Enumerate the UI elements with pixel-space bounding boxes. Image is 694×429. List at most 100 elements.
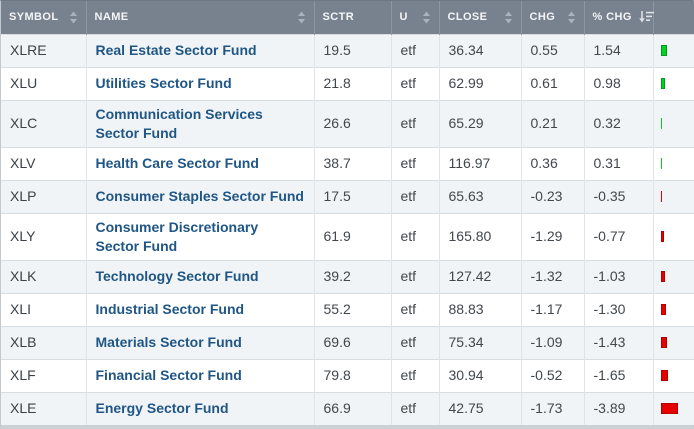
column-label: SYMBOL — [9, 11, 59, 24]
mini-chart-cell — [653, 179, 694, 213]
name-cell: Consumer Discretionary Sector Fund — [86, 212, 315, 260]
pct-change-bar — [660, 118, 662, 129]
column-header-sctr[interactable]: SCTR — [314, 1, 392, 34]
header-row: SYMBOL NAME SCTR U CLOSE CHG % CHG — [1, 1, 694, 34]
fund-name-link[interactable]: Utilities Sector Fund — [95, 75, 232, 91]
mini-chart-cell — [653, 325, 694, 359]
name-cell: Communication Services Sector Fund — [86, 99, 315, 147]
sctr-cell: 69.6 — [314, 325, 392, 359]
mini-chart-cell — [653, 259, 694, 293]
table-row: XLP Consumer Staples Sector Fund 17.5 etf 65… — [1, 179, 694, 213]
sort-both-icon[interactable] — [297, 11, 306, 24]
column-header-chg[interactable]: CHG — [521, 1, 585, 34]
symbol-cell: XLY — [1, 212, 87, 260]
close-cell: 116.97 — [439, 146, 522, 180]
u-cell: etf — [391, 146, 440, 180]
u-cell: etf — [391, 212, 440, 260]
fund-name-link[interactable]: Industrial Sector Fund — [95, 301, 245, 317]
chg-cell: -0.52 — [521, 358, 585, 392]
column-header-close[interactable]: CLOSE — [439, 1, 522, 34]
chg-cell: 0.21 — [521, 99, 585, 147]
symbol-cell: XLV — [1, 146, 87, 180]
chg-cell: -1.17 — [521, 292, 585, 326]
pct-chg-cell: 1.54 — [584, 33, 654, 67]
name-cell: Materials Sector Fund — [86, 325, 315, 359]
fund-name-link[interactable]: Materials Sector Fund — [95, 334, 242, 350]
name-cell: Financial Sector Fund — [86, 358, 315, 392]
pct-change-bar — [660, 403, 678, 415]
mini-chart-cell — [653, 391, 694, 425]
symbol-cell: XLF — [1, 358, 87, 392]
close-cell: 165.80 — [439, 212, 522, 260]
sort-both-icon[interactable] — [69, 11, 78, 24]
close-cell: 30.94 — [439, 358, 522, 392]
symbol-cell: XLP — [1, 179, 87, 213]
fund-name-link[interactable]: Consumer Discretionary Sector Fund — [95, 218, 259, 254]
chg-cell: 0.61 — [521, 66, 585, 100]
sctr-cell: 17.5 — [314, 179, 392, 213]
table-row: XLF Financial Sector Fund 79.8 etf 30.94 -0.5… — [1, 358, 694, 392]
table-row: XLB Materials Sector Fund 69.6 etf 75.34 -1.0… — [1, 325, 694, 359]
column-header-name[interactable]: NAME — [86, 1, 315, 34]
table-row: XLV Health Care Sector Fund 38.7 etf 116.97 0… — [1, 146, 694, 180]
sort-both-icon[interactable] — [567, 11, 576, 24]
mini-chart-cell — [653, 99, 694, 147]
mini-chart-cell — [653, 292, 694, 326]
sctr-cell: 61.9 — [314, 212, 392, 260]
fund-name-link[interactable]: Financial Sector Fund — [95, 367, 242, 383]
fund-name-link[interactable]: Technology Sector Fund — [95, 268, 259, 284]
mini-chart-cell — [653, 358, 694, 392]
close-cell: 127.42 — [439, 259, 522, 293]
pct-change-bar — [660, 231, 664, 242]
column-label: SCTR — [322, 11, 355, 24]
table-row: XLY Consumer Discretionary Sector Fund 61.… — [1, 212, 694, 260]
u-cell: etf — [391, 292, 440, 326]
column-header-u[interactable]: U — [391, 1, 440, 34]
sctr-cell: 38.7 — [314, 146, 392, 180]
u-cell: etf — [391, 66, 440, 100]
sort-both-icon[interactable] — [504, 11, 513, 24]
symbol-cell: XLK — [1, 259, 87, 293]
close-cell: 36.34 — [439, 33, 522, 67]
pct-chg-cell: -3.89 — [584, 391, 654, 425]
name-cell: Industrial Sector Fund — [86, 292, 315, 326]
pct-change-bar — [660, 78, 665, 89]
pct-change-bar — [660, 370, 668, 381]
sctr-cell: 39.2 — [314, 259, 392, 293]
table-body: XLRE Real Estate Sector Fund 19.5 etf 36.34 0… — [1, 33, 694, 425]
pct-change-bar — [660, 45, 667, 56]
fund-name-link[interactable]: Real Estate Sector Fund — [95, 42, 257, 58]
chg-cell: 0.55 — [521, 33, 585, 67]
mini-chart-cell — [653, 33, 694, 67]
close-cell: 65.29 — [439, 99, 522, 147]
symbol-cell: XLC — [1, 99, 87, 147]
column-label: CLOSE — [447, 11, 488, 24]
pct-chg-cell: -0.35 — [584, 179, 654, 213]
pct-change-bar — [660, 337, 667, 348]
name-cell: Technology Sector Fund — [86, 259, 315, 293]
column-header-symbol[interactable]: SYMBOL — [1, 1, 87, 34]
pct-chg-cell: -1.03 — [584, 259, 654, 293]
chg-cell: -0.23 — [521, 179, 585, 213]
pct-chg-cell: -0.77 — [584, 212, 654, 260]
u-cell: etf — [391, 391, 440, 425]
pct-chg-cell: -1.43 — [584, 325, 654, 359]
fund-name-link[interactable]: Consumer Staples Sector Fund — [95, 188, 304, 204]
sort-descending-icon[interactable] — [638, 11, 654, 23]
fund-name-link[interactable]: Energy Sector Fund — [95, 400, 229, 417]
close-cell: 65.63 — [439, 179, 522, 213]
fund-name-link[interactable]: Communication Services Sector Fund — [95, 105, 263, 141]
sctr-cell: 19.5 — [314, 33, 392, 67]
column-label: CHG — [529, 11, 556, 24]
pct-chg-cell: 0.31 — [584, 146, 654, 180]
chg-cell: -1.09 — [521, 325, 585, 359]
symbol-cell: XLI — [1, 292, 87, 326]
fund-name-link[interactable]: Health Care Sector Fund — [95, 155, 259, 171]
table-row: XLRE Real Estate Sector Fund 19.5 etf 36.34 0… — [1, 33, 694, 67]
close-cell: 42.75 — [439, 391, 522, 425]
sort-both-icon[interactable] — [422, 11, 431, 24]
name-cell: Energy Sector Fund — [86, 391, 315, 425]
column-header-pct_chg[interactable]: % CHG — [584, 1, 654, 34]
name-cell: Real Estate Sector Fund — [86, 33, 315, 67]
